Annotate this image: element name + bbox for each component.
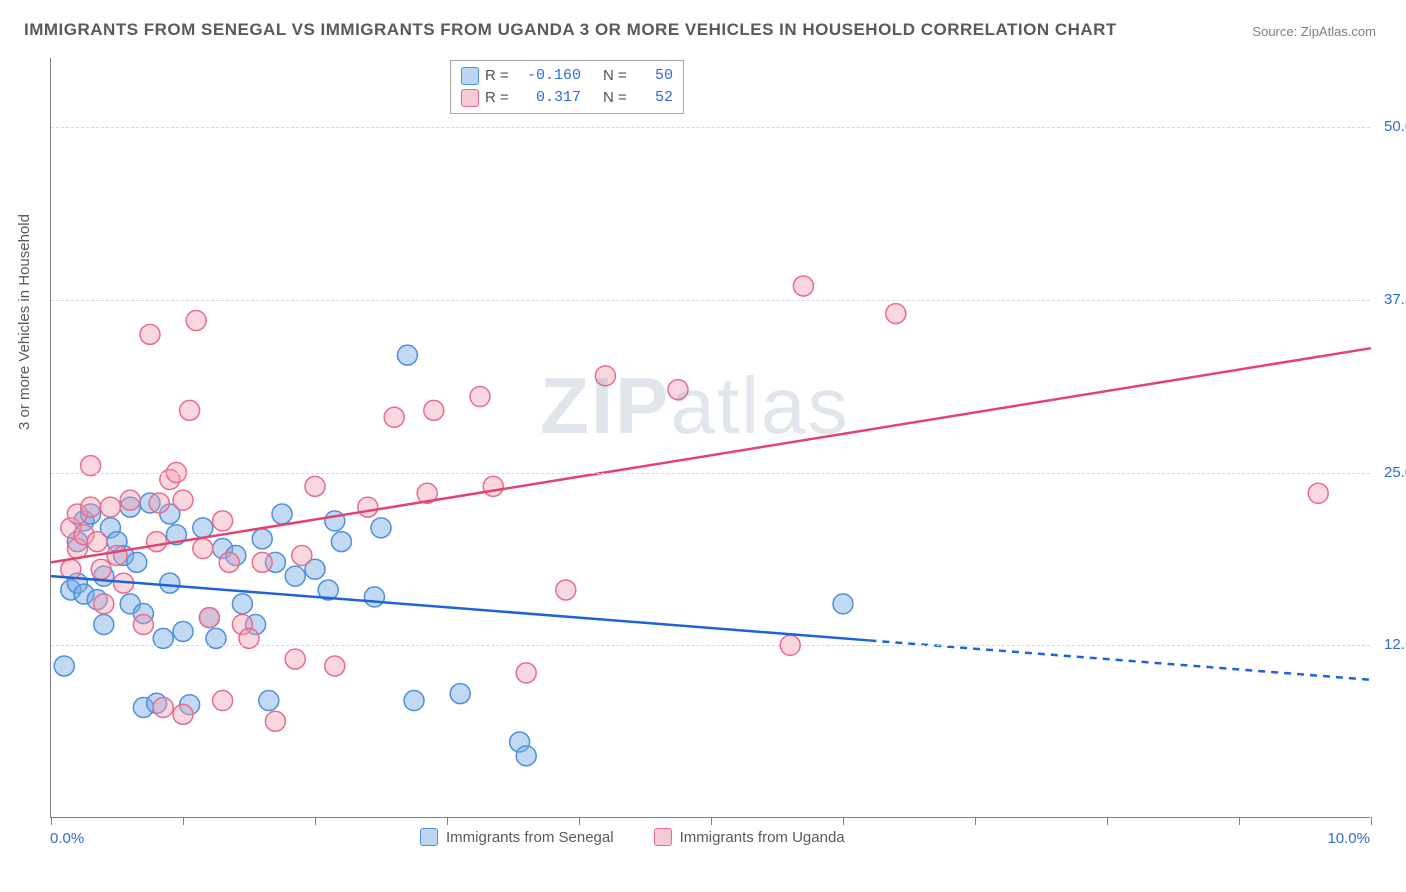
legend-row-uganda: R = 0.317 N = 52 [461,87,673,109]
source-label: Source: [1252,24,1297,39]
n-value-uganda: 52 [639,87,673,109]
legend-item-senegal: Immigrants from Senegal [420,828,614,846]
source-value: ZipAtlas.com [1301,24,1376,39]
y-tick-label: 37.5% [1376,291,1406,308]
y-tick-label: 25.0% [1376,464,1406,481]
source-attribution: Source: ZipAtlas.com [1252,24,1376,39]
r-value-uganda: 0.317 [521,87,581,109]
x-axis-min-label: 0.0% [50,830,84,847]
r-value-senegal: -0.160 [521,65,581,87]
correlation-legend: R = -0.160 N = 50 R = 0.317 N = 52 [450,60,684,114]
y-axis-label: 3 or more Vehicles in Household [16,214,33,430]
chart-svg [51,58,1370,817]
swatch-senegal [420,828,438,846]
swatch-uganda [654,828,672,846]
series-legend: Immigrants from Senegal Immigrants from … [420,828,845,846]
n-label: N = [603,87,633,109]
y-tick-label: 12.5% [1376,636,1406,653]
r-label: R = [485,87,515,109]
n-label: N = [603,65,633,87]
swatch-senegal [461,67,479,85]
plot-area: 12.5%25.0%37.5%50.0% [50,58,1370,818]
series-name-uganda: Immigrants from Uganda [680,829,845,846]
n-value-senegal: 50 [639,65,673,87]
r-label: R = [485,65,515,87]
swatch-uganda [461,89,479,107]
x-axis-max-label: 10.0% [1327,830,1370,847]
legend-row-senegal: R = -0.160 N = 50 [461,65,673,87]
series-name-senegal: Immigrants from Senegal [446,829,614,846]
legend-item-uganda: Immigrants from Uganda [654,828,845,846]
chart-title: IMMIGRANTS FROM SENEGAL VS IMMIGRANTS FR… [24,20,1117,40]
y-tick-label: 50.0% [1376,118,1406,135]
